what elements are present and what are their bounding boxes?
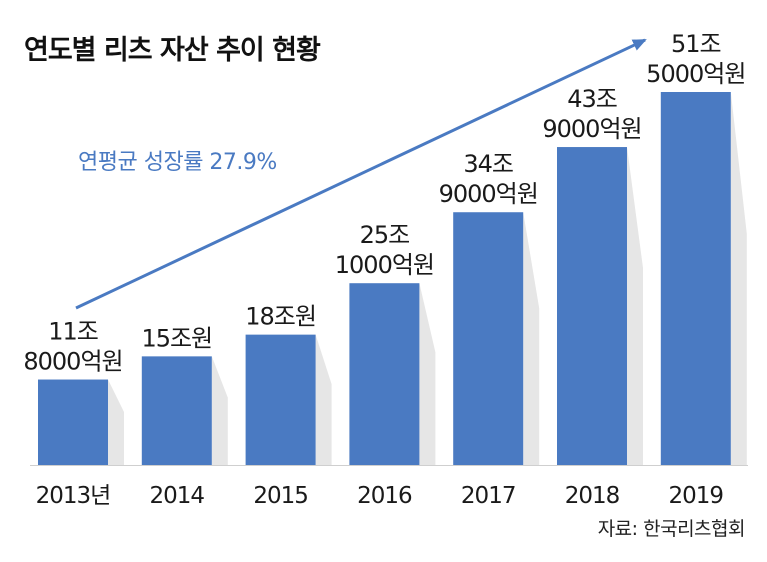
source-note: 자료: 한국리츠협회 <box>597 518 746 540</box>
bar-3 <box>349 283 420 465</box>
value-label: 5000억원 <box>646 60 745 88</box>
bar-1 <box>141 356 212 465</box>
bar-shadow <box>523 212 540 465</box>
x-tick-label: 2014 <box>150 483 205 509</box>
x-tick-label: 2018 <box>565 483 620 509</box>
value-label: 43조 <box>567 85 617 113</box>
value-label: 1000억원 <box>335 251 434 279</box>
x-tick-label: 2016 <box>357 483 412 509</box>
x-tick-label: 2017 <box>461 483 516 509</box>
bar-6 <box>660 92 731 465</box>
bar-shadow <box>315 334 332 465</box>
bar-shadow <box>627 147 643 465</box>
x-tick-label: 2013년 <box>36 483 111 509</box>
value-label: 34조 <box>463 150 513 178</box>
value-label: 11조 <box>48 318 98 346</box>
bar-shadow <box>108 379 124 465</box>
bar-shadow <box>730 92 747 465</box>
value-label: 51조 <box>671 30 721 58</box>
value-label: 9000억원 <box>439 180 538 208</box>
bar-5 <box>557 147 627 465</box>
x-tick-label: 2015 <box>253 483 308 509</box>
value-label: 15조원 <box>141 324 212 352</box>
bar-0 <box>38 379 108 465</box>
bar-shadow <box>419 283 436 465</box>
value-label: 18조원 <box>245 303 316 331</box>
growth-rate-annotation: 연평균 성장률 27.9% <box>78 150 277 175</box>
growth-trend-arrow <box>75 38 647 310</box>
chart-title: 연도별 리츠 자산 추이 현황 <box>24 35 321 66</box>
value-label: 25조 <box>360 221 410 249</box>
bar-shadow <box>211 356 228 465</box>
value-label: 8000억원 <box>23 348 122 376</box>
bar-2 <box>245 334 316 465</box>
value-label: 9000억원 <box>542 115 641 143</box>
bar-4 <box>453 212 524 465</box>
x-tick-label: 2019 <box>669 483 724 509</box>
